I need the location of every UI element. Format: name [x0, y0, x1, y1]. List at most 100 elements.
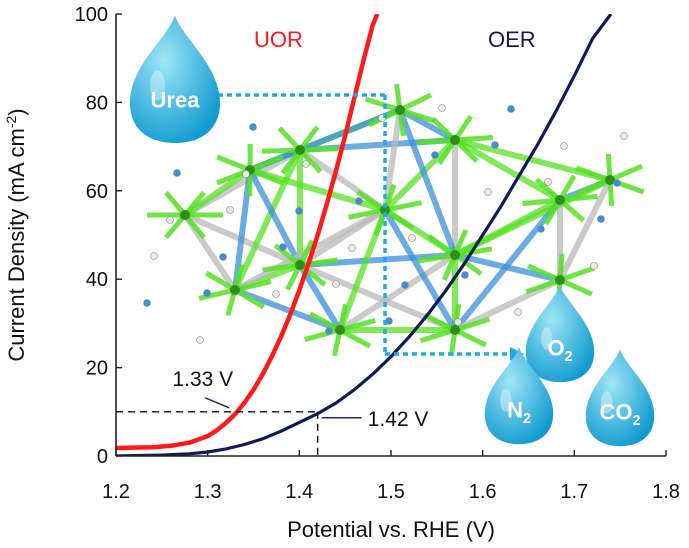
crystal-ligand-atom	[203, 289, 211, 297]
crystal-octahedron-arm	[356, 189, 387, 213]
crystal-metal-atom	[230, 285, 240, 295]
y-axis-title: Current Density (mA cm-2)	[3, 108, 29, 361]
y-tick-label: 80	[86, 92, 108, 114]
crystal-metal-atom	[295, 260, 305, 270]
crystal-octahedron-arm	[527, 263, 562, 283]
droplet-urea: Urea	[130, 15, 220, 143]
crystal-octahedron-arm	[423, 312, 457, 333]
crystal-ligand-atom	[431, 151, 439, 159]
droplet-highlight	[601, 391, 613, 414]
crystal-octahedron-arm	[417, 137, 456, 145]
crystal-octahedron-arm	[453, 138, 479, 163]
crystal-ligand-atom	[408, 234, 416, 242]
crystal-ligand-atom	[544, 178, 552, 186]
crystal-ligand-atom	[461, 271, 469, 279]
crystal-octahedron-arm	[273, 243, 302, 267]
crystal-octahedron-arm	[609, 163, 644, 183]
crystal-octahedron-arm	[558, 198, 586, 223]
x-tick-label: 1.7	[560, 481, 588, 503]
y-axis-title-superscript: -2	[3, 115, 19, 128]
crystal-ligand-atom	[150, 252, 158, 260]
crystal-metal-atom	[555, 275, 565, 285]
crystal-metal-atom	[295, 145, 305, 155]
droplet-label: N2	[507, 397, 531, 427]
droplets-layer: Urea O2 N2 CO2	[130, 15, 655, 447]
crystal-octahedron-arm	[249, 154, 284, 173]
crystal-ligand-atom	[560, 142, 568, 150]
axes: 1.2 1.3 1.4 1.5 1.6 1.7 1.8 0 20 40 60 80 100	[75, 4, 680, 503]
crystal-octahedron-arm	[575, 165, 611, 183]
crystal-ligand-atom	[332, 280, 340, 288]
crystal-ligand-atom	[613, 179, 621, 187]
droplet-shape	[525, 285, 595, 383]
crystal-ligand-atom	[507, 105, 515, 113]
crystal-octahedron-arm	[525, 277, 561, 295]
crystal-octahedron-arm	[339, 318, 376, 333]
crystal-ligand-atom	[401, 281, 409, 289]
crystal-ligand-atom	[272, 290, 280, 298]
crystal-octahedron-arm	[309, 311, 342, 333]
y-tick-label: 0	[97, 446, 108, 468]
crystal-bond	[557, 178, 613, 282]
crystal-octahedron-arm	[398, 92, 433, 113]
crystal-bond	[382, 208, 458, 332]
x-ticks: 1.2 1.3 1.4 1.5 1.6 1.7 1.8	[102, 450, 680, 503]
crystal-metal-atom	[335, 325, 345, 335]
x-axis-title: Potential vs. RHE (V)	[287, 517, 495, 542]
crystal-octahedron-arm	[453, 327, 487, 348]
crystal-octahedron-arm	[298, 148, 323, 174]
crystal-ligand-atom	[491, 141, 499, 149]
x-tick-label: 1.3	[194, 481, 222, 503]
x-tick-label: 1.8	[652, 481, 680, 503]
crystal-octahedron-arm	[427, 234, 457, 258]
crystal-ligand-atom	[302, 160, 310, 168]
y-ticks: 0 20 40 60 80 100	[75, 4, 122, 468]
crystal-ligand-atom	[514, 308, 522, 316]
crystal-ligand-atom	[537, 225, 545, 233]
crystal-ligand-atom	[348, 244, 356, 252]
crystal-octahedron-arm	[298, 263, 327, 287]
y-tick-label: 40	[86, 269, 108, 291]
crystal-octahedron-arm	[454, 135, 493, 143]
crystal-metal-atom	[450, 135, 460, 145]
crystal-metal-atom	[450, 325, 460, 335]
crystal-octahedron-arm	[249, 167, 284, 186]
x-tick-label: 1.4	[285, 481, 313, 503]
crystal-octahedron-arm	[277, 126, 302, 152]
crystal-octahedron-arm	[262, 262, 301, 273]
crystal-octahedron-arm	[417, 252, 456, 264]
crystal-octahedron-arm	[522, 197, 561, 207]
droplet-highlight	[500, 389, 512, 412]
crystal-ligand-atom	[325, 327, 333, 335]
crystal-ligand-atom	[242, 170, 250, 178]
crystal-ligand-atom	[484, 188, 492, 196]
droplet-highlight	[150, 70, 165, 101]
crystal-ligand-atom	[143, 299, 151, 307]
crystal-octahedron-arm	[338, 327, 371, 349]
crystal-octahedron-arm	[559, 265, 595, 283]
annotations-layer: 1.33 V 1.42 V	[116, 93, 524, 456]
series-line-uor	[116, 14, 380, 451]
crystal-octahedron-arm	[304, 327, 341, 342]
crystal-metal-atom	[450, 250, 460, 260]
oer-onset-label: 1.42 V	[368, 408, 429, 431]
crystal-octahedron-arm	[558, 277, 593, 297]
droplet-shape	[585, 349, 655, 447]
crystal-octahedron-arm	[261, 147, 301, 154]
crystal-ligand-atom	[219, 253, 227, 261]
series-line-oer	[116, 14, 613, 456]
crystal-ligand-atom	[279, 243, 287, 251]
crystal-bond	[382, 109, 403, 211]
crystal-octahedron-arm	[348, 207, 386, 220]
y-tick-label: 20	[86, 358, 108, 380]
crystal-ligand-atom	[295, 207, 303, 215]
crystal-octahedron-arm	[576, 177, 611, 197]
crystal-octahedron-arm	[559, 193, 598, 203]
crystal-metal-atom	[180, 210, 190, 220]
crystal-octahedron-arm	[233, 287, 265, 310]
droplet-highlight	[541, 327, 553, 350]
crystal-ligand-atom	[597, 215, 605, 223]
crystal-metal-atom	[555, 195, 565, 205]
crystal-ligand-atom	[438, 104, 446, 112]
